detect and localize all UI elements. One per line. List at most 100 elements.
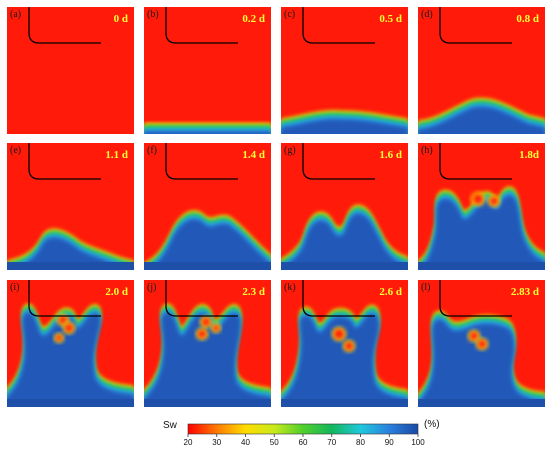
saturation-panel: (b) 0.2 d (144, 7, 271, 134)
panel-label: (c) (284, 9, 296, 20)
colorbar-tick-label: 80 (356, 438, 365, 447)
horizontal-well-line (28, 143, 101, 180)
trapped-oil-spot (470, 332, 478, 340)
saturation-field (7, 143, 134, 270)
colorbar-label: Sw (163, 420, 177, 431)
saturation-field (281, 143, 408, 270)
colorbar-gradient (187, 423, 419, 435)
panel-label: (f) (147, 145, 157, 156)
colorbar-unit: (%) (424, 419, 440, 430)
saturation-field (144, 7, 271, 134)
trapped-oil-spot (65, 324, 73, 332)
panel-label: (i) (10, 282, 20, 293)
water-bottom (418, 399, 545, 407)
saturation-panel: (k) 2.6 d (281, 280, 408, 407)
horizontal-well-line (165, 7, 238, 44)
saturation-panel: (f) 1.4 d (144, 143, 271, 270)
water-plume (144, 303, 271, 407)
saturation-panel: (l) 2.83 d (418, 280, 545, 407)
water-bottom (281, 399, 408, 407)
water-plume (281, 110, 408, 134)
horizontal-well-line (302, 143, 375, 180)
panel-label: (d) (421, 9, 433, 20)
horizontal-well-line (439, 280, 512, 317)
panel-time: 1.6 d (379, 149, 402, 161)
panel-time: 2.6 d (379, 286, 402, 298)
saturation-panel: (d) 0.8 d (418, 7, 545, 134)
trapped-oil-spot (213, 325, 219, 331)
panel-label: (a) (10, 9, 22, 20)
saturation-panel: (i) 2.0 d (7, 280, 134, 407)
colorbar-tick-label: 70 (327, 438, 336, 447)
horizontal-well-line (302, 7, 375, 44)
colorbar-tick-label: 60 (299, 438, 308, 447)
horizontal-well-line (165, 280, 238, 317)
water-plume (7, 303, 134, 407)
water-plume (281, 205, 408, 270)
water-plume (7, 228, 134, 270)
horizontal-well-line (28, 280, 101, 317)
panel-label: (h) (421, 145, 433, 156)
water-plume (418, 310, 545, 407)
trapped-oil-spot (490, 197, 498, 205)
panel-label: (l) (421, 282, 431, 293)
saturation-panel: (j) 2.3 d (144, 280, 271, 407)
panel-label: (j) (147, 282, 157, 293)
panel-label: (e) (10, 145, 22, 156)
trapped-oil-spot (59, 316, 67, 324)
colorbar-tick-label: 20 (184, 438, 193, 447)
saturation-field (418, 280, 545, 407)
panel-time: 0.8 d (516, 13, 539, 25)
trapped-oil-spot (345, 342, 353, 350)
trapped-oil-spot (56, 335, 62, 341)
oil-region (7, 7, 134, 134)
water-bottom (281, 262, 408, 270)
panel-time: 0.2 d (242, 13, 265, 25)
panel-time: 1.8d (519, 149, 539, 161)
saturation-field (144, 280, 271, 407)
saturation-panel: (g) 1.6 d (281, 143, 408, 270)
saturation-field (7, 280, 134, 407)
water-bottom (144, 399, 271, 407)
water-plume (281, 305, 408, 407)
saturation-panel: (a) 0 d (7, 7, 134, 134)
panel-label: (b) (147, 9, 159, 20)
colorbar-tick-label: 50 (270, 438, 279, 447)
panel-time: 2.83 d (510, 286, 539, 298)
saturation-field (144, 143, 271, 270)
water-bottom (7, 262, 134, 270)
trapped-oil-spot (198, 330, 206, 338)
trapped-oil-spot (202, 318, 210, 326)
saturation-panel: (e) 1.1 d (7, 143, 134, 270)
water-plume (418, 186, 545, 270)
water-bottom (144, 262, 271, 270)
water-bottom (418, 262, 545, 270)
horizontal-well-line (439, 143, 512, 180)
colorbar-tick-label: 90 (385, 438, 394, 447)
water-bottom (7, 399, 134, 407)
water-plume (418, 98, 545, 134)
oil-region (144, 7, 271, 134)
saturation-field (281, 7, 408, 134)
colorbar-tick-label: 40 (241, 438, 250, 447)
panel-time: 0.5 d (379, 13, 402, 25)
panel-time: 1.4 d (242, 149, 265, 161)
saturation-panel: (c) 0.5 d (281, 7, 408, 134)
horizontal-well-line (439, 7, 512, 44)
horizontal-well-line (28, 7, 101, 44)
trapped-oil-spot (478, 340, 486, 348)
colorbar-tick-label: 30 (212, 438, 221, 447)
panel-time: 2.3 d (242, 286, 265, 298)
saturation-field (418, 143, 545, 270)
panel-time: 1.1 d (105, 149, 128, 161)
panel-label: (k) (284, 282, 296, 293)
panel-time: 0 d (113, 13, 128, 25)
saturation-field (281, 280, 408, 407)
panel-time: 2.0 d (105, 286, 128, 298)
panel-label: (g) (284, 145, 296, 156)
saturation-panel: (h) 1.8d (418, 143, 545, 270)
trapped-oil-spot (334, 329, 344, 339)
horizontal-well-line (302, 280, 375, 317)
saturation-field (7, 7, 134, 134)
trapped-oil-spot (473, 194, 483, 204)
